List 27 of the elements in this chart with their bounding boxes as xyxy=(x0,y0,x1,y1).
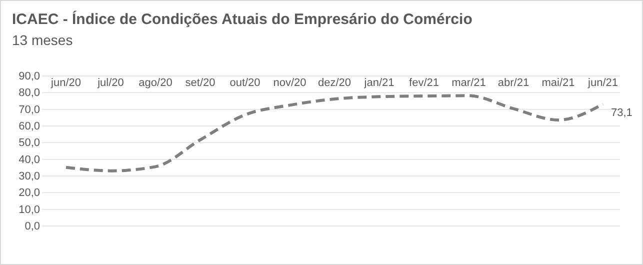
y-tick-label: 50,0 xyxy=(18,137,40,150)
y-tick-label: 0,0 xyxy=(24,220,40,233)
x-tick-label: mai/21 xyxy=(542,77,575,89)
x-tick-label: jun/21 xyxy=(587,77,618,89)
y-tick-label: 20,0 xyxy=(18,187,40,200)
x-tick-label: ago/20 xyxy=(138,77,172,89)
x-tick-label: set/20 xyxy=(185,77,216,89)
chart-subtitle: 13 meses xyxy=(12,32,73,48)
x-tick-label: dez/20 xyxy=(318,77,352,89)
y-tick-label: 10,0 xyxy=(18,204,40,216)
x-tick-label: out/20 xyxy=(230,77,260,89)
x-tick-label: nov/20 xyxy=(273,77,306,89)
x-tick-label: jun/20 xyxy=(50,77,81,89)
y-tick-label: 70,0 xyxy=(18,104,40,116)
y-tick-label: 60,0 xyxy=(18,120,40,133)
x-tick-label: mar/21 xyxy=(452,77,486,89)
x-tick-label: jan/21 xyxy=(363,77,394,89)
data-label: 73,1 xyxy=(611,107,632,120)
line-series xyxy=(64,94,604,172)
x-tick-label: abr/21 xyxy=(498,77,530,89)
y-tick-label: 90,0 xyxy=(18,70,40,83)
x-tick-label: jul/20 xyxy=(96,77,124,89)
y-tick-label: 80,0 xyxy=(18,87,40,100)
y-tick-label: 30,0 xyxy=(18,170,40,183)
y-tick-label: 40,0 xyxy=(18,154,40,166)
chart-title: ICAEC - Índice de Condições Atuais do Empresário do Comércio xyxy=(12,10,472,28)
x-tick-label: fev/21 xyxy=(409,77,439,89)
